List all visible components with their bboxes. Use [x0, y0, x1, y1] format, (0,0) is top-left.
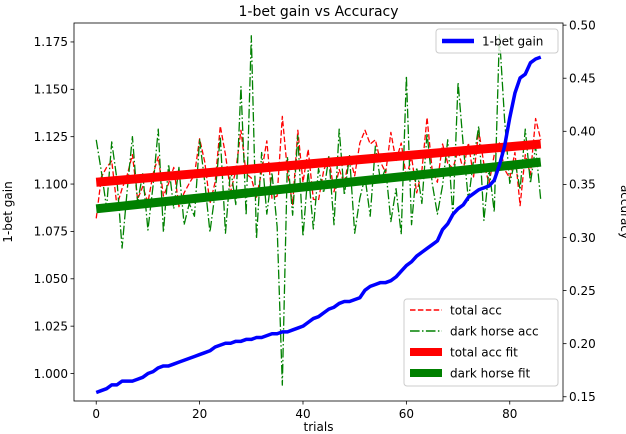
- series-total-acc-fit: [95, 139, 542, 187]
- y-left-tick-label: 1.125: [34, 130, 68, 144]
- y-left-tick-label: 1.100: [34, 177, 68, 191]
- ticks-layer: 0 20 40 60 80 1.000 1.025 1.050 1.075 1.100 1.125 1…: [34, 18, 596, 421]
- x-tick-label: 60: [399, 407, 414, 421]
- y-left-tick-label: 1.175: [34, 35, 68, 49]
- y-right-tick-label: 0.45: [569, 72, 596, 86]
- legend-label-total-acc-fit: total acc fit: [450, 346, 518, 360]
- y-right-tick-label: 0.15: [569, 390, 596, 404]
- legend-label-total-acc: total acc: [450, 304, 502, 318]
- y-right-tick-label: 0.25: [569, 284, 596, 298]
- legend-accuracy: total acc dark horse acc total acc fit d…: [403, 298, 559, 387]
- y-left-tick-label: 1.025: [34, 319, 68, 333]
- x-tick-label: 40: [295, 407, 310, 421]
- y-right-tick-label: 0.20: [569, 337, 596, 351]
- legend-gain: 1-bet gain: [435, 28, 559, 54]
- y-left-tick-label: 1.000: [34, 367, 68, 381]
- plot-area: [95, 34, 542, 395]
- axes-frame: [73, 22, 564, 402]
- x-axis-label: trials: [304, 420, 334, 434]
- x-tick-label: 0: [92, 407, 100, 421]
- y-right-tick-label: 0.40: [569, 125, 596, 139]
- chart-title: 1-bet gain vs Accuracy: [238, 4, 398, 20]
- legend-label-dark-horse-fit: dark horse fit: [450, 367, 531, 381]
- y-axis-label-left: 1-bet gain: [1, 181, 15, 242]
- legend-gain-frame: [435, 28, 559, 54]
- series-dark-horse-fit: [95, 157, 542, 214]
- y-right-tick-label: 0.35: [569, 178, 596, 192]
- y-left-tick-label: 1.050: [34, 272, 68, 286]
- series-dark-horse-acc: [95, 34, 542, 386]
- y-left-tick-label: 1.150: [34, 83, 68, 97]
- x-tick-label: 20: [192, 407, 207, 421]
- y-right-tick-label: 0.30: [569, 231, 596, 245]
- legend-label-dark-horse-acc: dark horse acc: [450, 325, 539, 339]
- legend-accuracy-frame: [403, 298, 559, 387]
- y-right-tick-label: 0.50: [569, 18, 596, 32]
- legend-label-1-bet-gain: 1-bet gain: [482, 35, 543, 49]
- series-1-bet-gain: [95, 55, 542, 395]
- y-left-tick-label: 1.075: [34, 225, 68, 239]
- x-tick-label: 80: [502, 407, 517, 421]
- y-axis-label-right: accuracy: [618, 185, 626, 239]
